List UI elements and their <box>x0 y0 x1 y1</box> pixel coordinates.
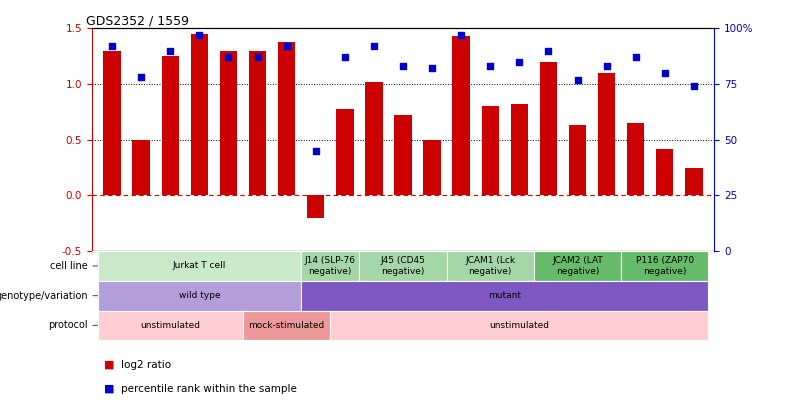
Bar <box>307 196 325 218</box>
Text: JCAM1 (Lck
negative): JCAM1 (Lck negative) <box>465 256 516 276</box>
Point <box>658 70 671 76</box>
Bar <box>539 62 557 196</box>
Point <box>368 43 381 49</box>
Text: genotype/variation: genotype/variation <box>0 291 88 301</box>
Bar <box>452 36 470 196</box>
Point <box>135 74 148 81</box>
Point <box>251 54 264 61</box>
Text: protocol: protocol <box>48 320 88 330</box>
Bar <box>424 140 440 196</box>
Bar <box>365 82 382 196</box>
Point <box>106 43 119 49</box>
Bar <box>481 107 499 196</box>
Point <box>455 32 468 38</box>
Text: ■: ■ <box>104 384 114 394</box>
Text: J45 (CD45
negative): J45 (CD45 negative) <box>381 256 425 276</box>
Bar <box>627 123 645 196</box>
Bar <box>249 51 267 196</box>
Text: P116 (ZAP70
negative): P116 (ZAP70 negative) <box>636 256 693 276</box>
Point <box>600 63 613 70</box>
Point <box>542 47 555 54</box>
Text: mock-stimulated: mock-stimulated <box>248 321 325 330</box>
Bar <box>191 34 208 196</box>
Bar <box>511 104 528 196</box>
Point <box>193 32 206 38</box>
Point <box>513 58 526 65</box>
Point <box>484 63 496 70</box>
Text: ■: ■ <box>104 360 114 369</box>
Text: cell line: cell line <box>50 261 88 271</box>
Text: unstimulated: unstimulated <box>140 321 200 330</box>
Bar <box>685 168 702 196</box>
Bar <box>569 125 587 196</box>
Bar <box>219 51 237 196</box>
Point <box>164 47 176 54</box>
Point <box>687 83 700 90</box>
Point <box>397 63 409 70</box>
Bar <box>598 73 615 196</box>
Text: GDS2352 / 1559: GDS2352 / 1559 <box>85 14 188 27</box>
Point <box>338 54 351 61</box>
Bar <box>394 115 412 196</box>
Point <box>425 65 438 72</box>
Point <box>630 54 642 61</box>
Point <box>280 43 293 49</box>
Bar <box>104 51 120 196</box>
Text: mutant: mutant <box>488 291 521 300</box>
Text: Jurkat T cell: Jurkat T cell <box>172 262 226 271</box>
Bar <box>278 42 295 196</box>
Text: J14 (SLP-76
negative): J14 (SLP-76 negative) <box>305 256 356 276</box>
Text: wild type: wild type <box>179 291 220 300</box>
Bar <box>656 149 674 196</box>
Point <box>222 54 235 61</box>
Text: JCAM2 (LAT
negative): JCAM2 (LAT negative) <box>552 256 602 276</box>
Point <box>310 147 322 154</box>
Text: percentile rank within the sample: percentile rank within the sample <box>121 384 297 394</box>
Point <box>571 76 584 83</box>
Text: log2 ratio: log2 ratio <box>121 360 172 369</box>
Bar <box>132 140 150 196</box>
Text: unstimulated: unstimulated <box>489 321 549 330</box>
Bar <box>336 109 354 196</box>
Bar <box>161 56 179 196</box>
